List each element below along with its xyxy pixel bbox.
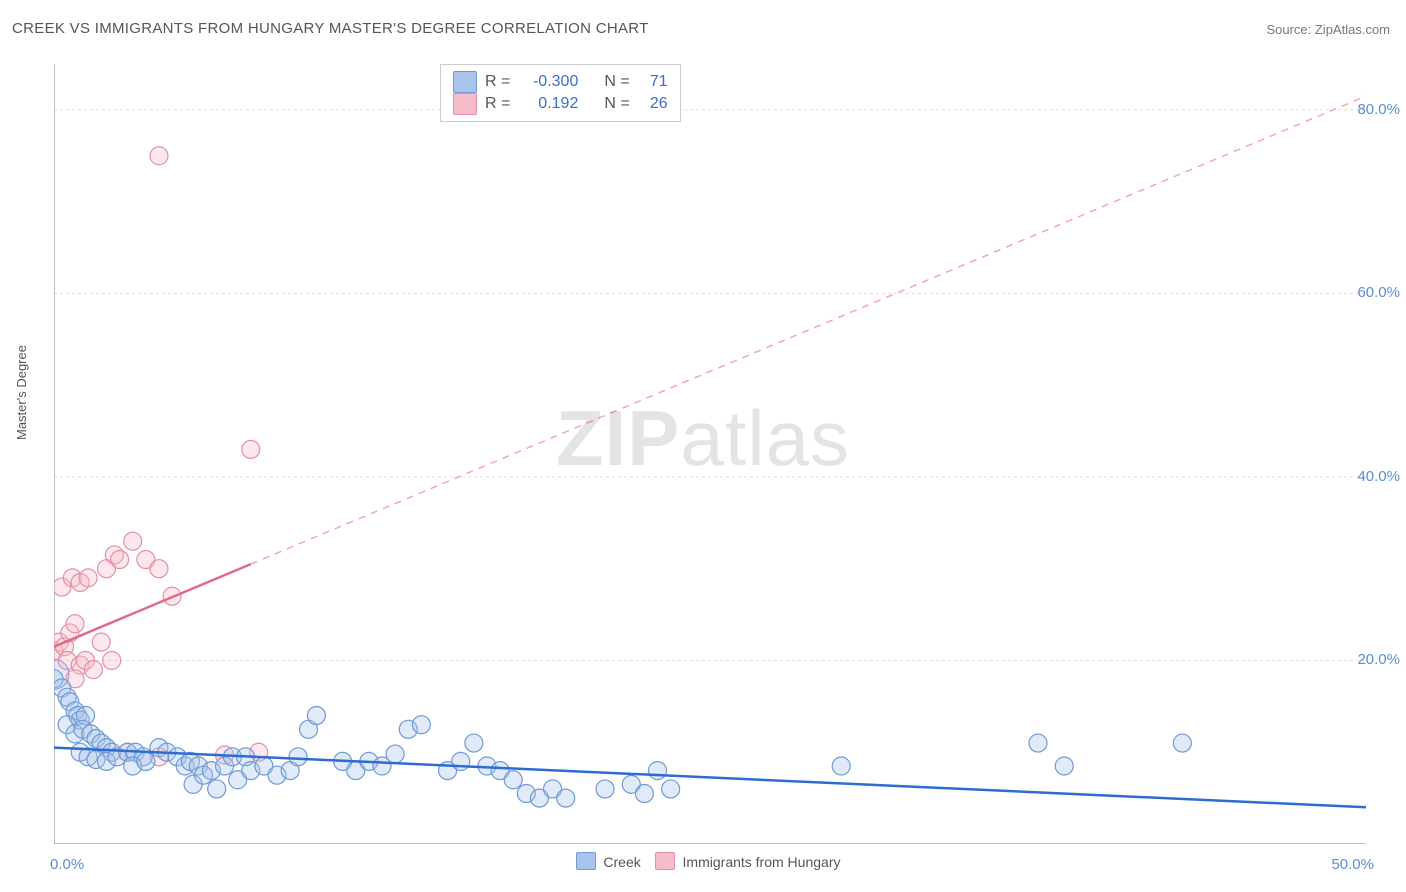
creek-r-value: -0.300 [518,73,578,91]
hungary-swatch-icon [453,93,477,115]
source-attribution: Source: ZipAtlas.com [1266,22,1390,37]
corr-row-creek: R = -0.300 N = 71 [453,71,668,93]
corr-row-hungary: R = 0.192 N = 26 [453,93,668,115]
y-tick-label: 20.0% [1357,651,1400,668]
hungary-r-value: 0.192 [518,95,578,113]
y-tick-label: 40.0% [1357,468,1400,485]
series-legend: Creek Immigrants from Hungary [0,852,1406,870]
correlation-legend: R = -0.300 N = 71 R = 0.192 N = 26 [440,64,681,122]
creek-n-value: 71 [638,73,668,91]
creek-legend-label: Creek [603,854,640,870]
creek-swatch-icon [453,71,477,93]
hungary-n-value: 26 [638,95,668,113]
hungary-legend-label: Immigrants from Hungary [683,854,841,870]
hungary-legend-swatch-icon [655,852,675,870]
chart-title: CREEK VS IMMIGRANTS FROM HUNGARY MASTER'… [12,20,649,37]
y-axis-label: Master's Degree [14,345,29,440]
creek-legend-swatch-icon [576,852,596,870]
y-tick-label: 80.0% [1357,101,1400,118]
watermark: ZIPatlas [556,393,850,484]
y-tick-label: 60.0% [1357,284,1400,301]
